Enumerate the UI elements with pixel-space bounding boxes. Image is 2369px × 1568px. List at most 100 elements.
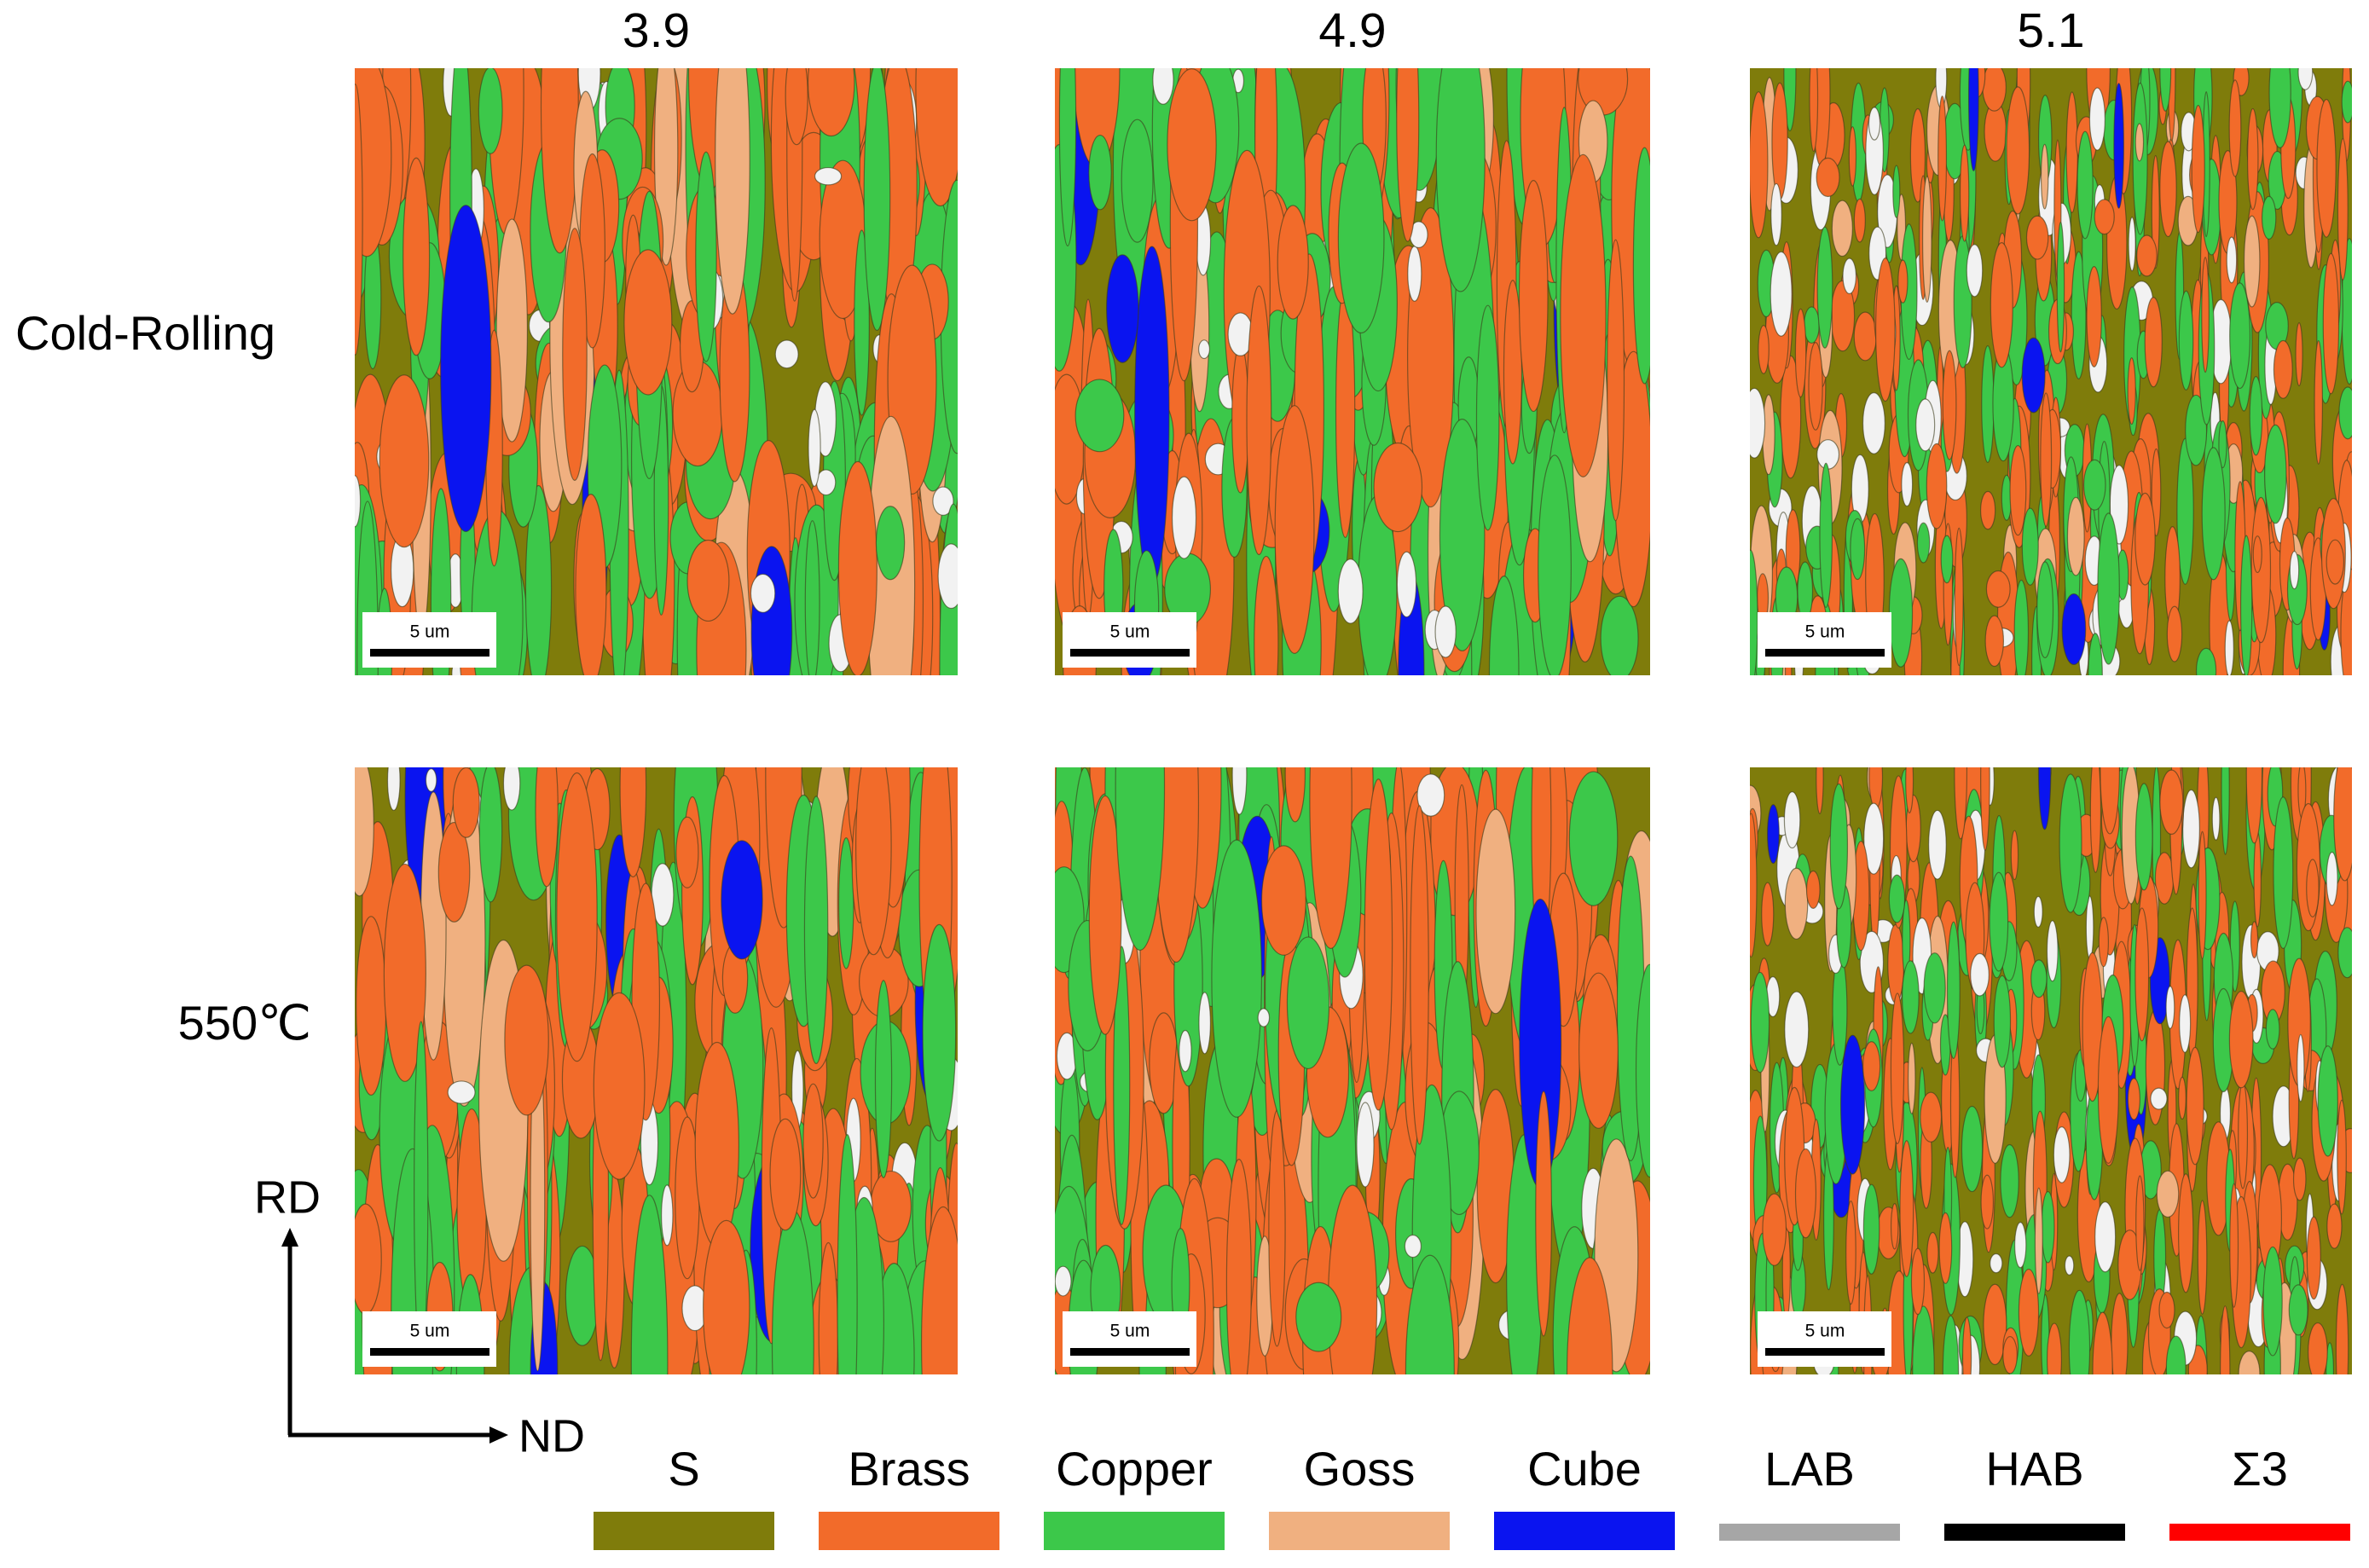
grain	[1946, 921, 1961, 1060]
grain	[1853, 198, 1866, 243]
grain	[2221, 767, 2230, 855]
grain	[2239, 535, 2253, 675]
grain	[1845, 1200, 1856, 1305]
grain	[430, 488, 452, 675]
grain	[1434, 605, 1457, 658]
grain	[2010, 830, 2019, 881]
grain	[1284, 767, 1306, 823]
grain	[2165, 1335, 2187, 1374]
grain	[1902, 960, 1920, 1034]
grain	[1783, 791, 1801, 849]
grain	[2046, 920, 2059, 982]
scale-bar: 5 um	[1063, 1311, 1196, 1367]
legend-swatch	[819, 1512, 999, 1550]
legend-swatch	[2169, 1524, 2350, 1541]
grain	[1803, 306, 1820, 344]
grain	[804, 520, 820, 675]
grain	[2295, 322, 2303, 387]
grain	[1862, 1041, 1881, 1091]
grain	[2198, 830, 2207, 960]
grain	[2326, 539, 2345, 585]
grain	[2253, 830, 2262, 928]
grain	[1979, 490, 1996, 530]
grain	[420, 791, 447, 1061]
grain	[2218, 419, 2227, 469]
grain	[2134, 123, 2145, 162]
scale-bar-label: 5 um	[1110, 622, 1150, 642]
grain	[2185, 394, 2208, 466]
grain	[1246, 285, 1272, 556]
grain	[2040, 392, 2053, 527]
grain	[2243, 215, 2261, 308]
grain	[854, 229, 870, 416]
grain	[785, 68, 808, 146]
grain	[932, 486, 954, 516]
grain	[2250, 921, 2259, 959]
grain	[1805, 870, 1821, 909]
grain	[1874, 257, 1896, 402]
grain	[2009, 444, 2027, 536]
scale-bar-label: 5 um	[1805, 1322, 1845, 1341]
grain	[661, 1184, 674, 1247]
grain	[1784, 991, 1810, 1068]
grain	[1410, 805, 1429, 1145]
grain	[2297, 1033, 2305, 1102]
grain	[1503, 280, 1523, 465]
grain	[2165, 986, 2175, 1029]
grain	[2053, 1126, 2071, 1183]
grain	[2094, 199, 2115, 235]
grain	[379, 374, 430, 548]
grain	[1910, 1247, 1926, 1316]
legend-label: LAB	[1764, 1442, 1855, 1496]
grain	[2013, 1221, 2027, 1269]
grain	[1916, 522, 1931, 564]
grain	[575, 494, 607, 675]
grain	[1257, 1008, 1271, 1027]
grain	[2071, 251, 2087, 379]
grain	[1985, 570, 2011, 608]
grain	[1863, 802, 1885, 875]
grain	[1808, 342, 1823, 431]
grain	[1088, 795, 1122, 1035]
grain	[1981, 344, 1995, 463]
grain	[2326, 851, 2338, 906]
grain	[2226, 236, 2238, 284]
grain	[437, 821, 471, 923]
grain	[1938, 1212, 1953, 1284]
grain	[2308, 1322, 2328, 1374]
grain	[2306, 859, 2320, 917]
grain	[1816, 439, 1840, 470]
grain	[2317, 1045, 2338, 1157]
grain	[2021, 507, 2039, 586]
grain	[414, 1021, 429, 1362]
grain	[1770, 182, 1782, 246]
grain	[355, 1203, 382, 1315]
grain	[2025, 215, 2049, 260]
grain	[2186, 1046, 2204, 1166]
grain	[2245, 767, 2263, 844]
row-label: Cold-Rolling	[15, 306, 275, 360]
grain	[1970, 952, 1990, 997]
grain	[1058, 68, 1077, 246]
grain	[1966, 244, 1984, 298]
grain	[1909, 107, 1926, 203]
grain	[1829, 783, 1849, 910]
grain	[403, 157, 431, 356]
grain	[837, 1134, 858, 1374]
grain	[1797, 561, 1814, 622]
grain	[2065, 91, 2078, 213]
grain	[2159, 769, 2184, 836]
grain	[1407, 246, 1422, 302]
grain	[478, 767, 503, 903]
grain	[2128, 217, 2136, 272]
grain	[694, 1041, 739, 1248]
legend-swatch	[594, 1512, 774, 1550]
grain	[1853, 311, 1877, 362]
grain	[2040, 143, 2049, 210]
grain	[2178, 1076, 2187, 1120]
grain	[556, 772, 598, 1062]
scale-bar-label: 5 um	[1110, 1322, 1150, 1341]
grain	[863, 68, 891, 332]
grain	[1198, 992, 1212, 1055]
grain	[1901, 461, 1914, 507]
